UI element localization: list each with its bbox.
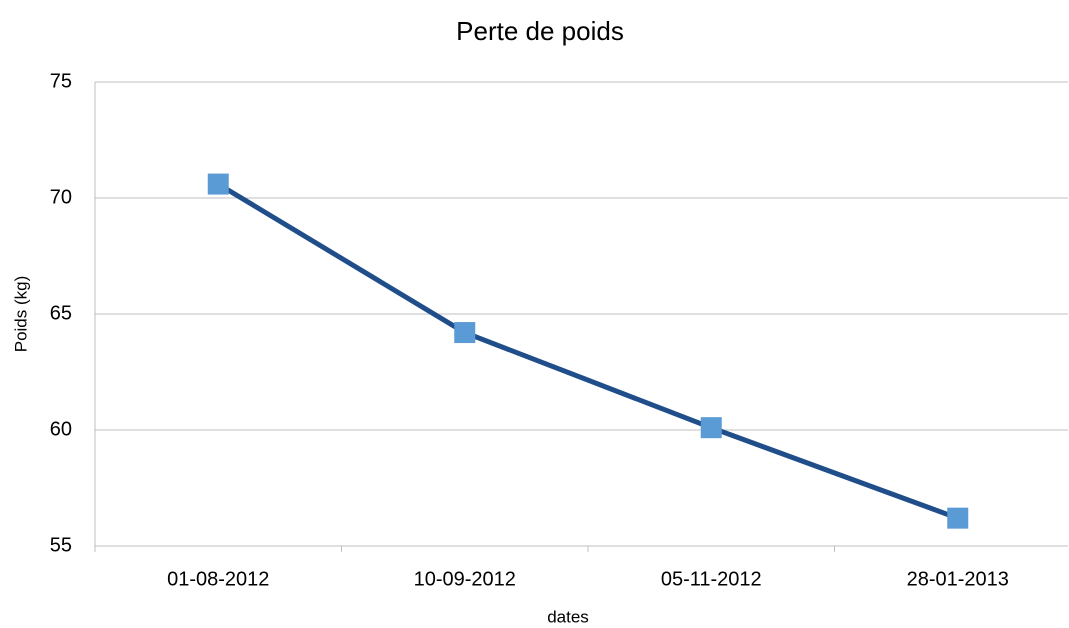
y-tick-label: 60: [50, 418, 72, 440]
data-line: [216, 181, 959, 521]
x-tick-label: 28-01-2013: [907, 568, 1009, 590]
y-tick-label: 65: [50, 302, 72, 324]
data-marker: [700, 417, 722, 439]
data-marker: [454, 322, 476, 344]
x-tick-label: 10-09-2012: [414, 568, 516, 590]
x-tick-label: 01-08-2012: [167, 568, 269, 590]
x-axis-title: dates: [547, 607, 589, 626]
y-tick-label: 70: [50, 186, 72, 208]
y-tick-label: 75: [50, 70, 72, 92]
chart-title: Perte de poids: [456, 16, 624, 46]
y-tick-label: 55: [50, 534, 72, 556]
data-marker: [947, 507, 969, 529]
x-tick-label: 05-11-2012: [661, 568, 762, 590]
data-marker: [207, 173, 229, 195]
y-axis-title: Poids (kg): [11, 276, 30, 353]
